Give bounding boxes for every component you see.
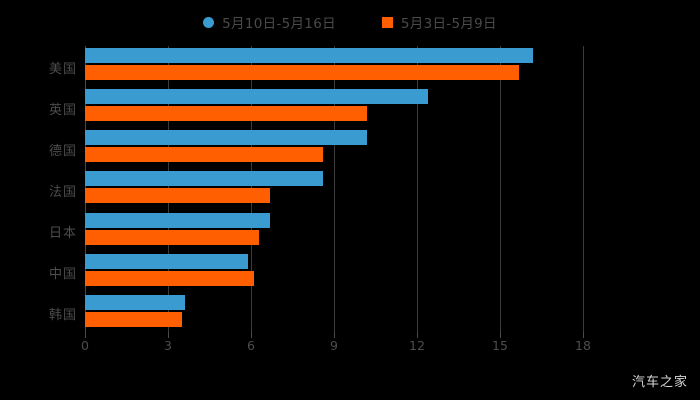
bar-series-a[interactable] — [85, 48, 534, 63]
legend-swatch-square-icon — [381, 16, 393, 28]
bar-row — [85, 211, 583, 252]
bar-row — [85, 252, 583, 293]
bar-row — [85, 87, 583, 128]
x-tick-6 — [251, 332, 252, 338]
bar-series-b[interactable] — [85, 229, 260, 245]
bar-row — [85, 46, 583, 87]
legend-label-series-a: 5月10日-5月16日 — [222, 16, 336, 32]
y-axis-labels: 美国英国德国法国日本中国韩国 — [0, 46, 77, 334]
legend-label-series-b: 5月3日-5月9日 — [400, 16, 497, 32]
x-tick-3 — [168, 332, 169, 338]
bar-row — [85, 293, 583, 334]
x-tick-label: 3 — [164, 338, 172, 353]
bar-series-a[interactable] — [85, 89, 429, 105]
bar-series-a[interactable] — [85, 253, 249, 269]
watermark: 汽车之家 — [631, 375, 688, 390]
x-tick-label: 15 — [492, 338, 508, 353]
bar-series-a[interactable] — [85, 212, 271, 228]
x-axis-labels: 0 3 6 9 12 15 18 — [0, 332, 700, 358]
x-tick-18 — [583, 332, 584, 338]
x-tick-9 — [334, 332, 335, 338]
x-tick-label: 12 — [409, 338, 425, 353]
y-tick-label: 法国 — [48, 185, 77, 200]
y-tick-label: 韩国 — [48, 308, 77, 324]
legend-item-series-b[interactable]: 5月3日-5月9日 — [381, 12, 497, 32]
bar-row — [85, 128, 583, 169]
bar-series-b[interactable] — [85, 65, 520, 80]
y-tick-label: 日本 — [48, 226, 77, 242]
gridline-18 — [583, 46, 584, 334]
x-tick-label: 0 — [81, 338, 89, 353]
bar-series-b[interactable] — [85, 270, 254, 286]
legend-swatch-circle-icon — [203, 16, 215, 28]
bar-series-a[interactable] — [85, 171, 323, 187]
bar-series-a[interactable] — [85, 294, 185, 310]
bar-rows — [85, 46, 583, 334]
x-tick-label: 18 — [575, 338, 591, 353]
y-tick-label: 德国 — [48, 143, 77, 159]
y-tick-label: 美国 — [48, 61, 77, 77]
bar-row — [85, 169, 583, 210]
y-tick-label: 中国 — [48, 267, 77, 283]
chart-legend: 5月10日-5月16日 5月3日-5月9日 — [0, 10, 700, 34]
x-tick-label: 6 — [247, 338, 255, 353]
x-tick-15 — [500, 332, 501, 338]
x-tick-0 — [85, 332, 86, 338]
y-tick-label: 英国 — [48, 102, 77, 118]
bar-series-b[interactable] — [85, 147, 323, 163]
x-tick-12 — [417, 332, 418, 338]
bar-series-b[interactable] — [85, 311, 182, 327]
x-tick-label: 9 — [330, 338, 338, 353]
plot-area — [85, 46, 584, 334]
bar-series-b[interactable] — [85, 188, 271, 204]
bar-series-b[interactable] — [85, 106, 368, 122]
gridline-15 — [500, 46, 501, 334]
gridline-9 — [334, 46, 335, 334]
bar-series-a[interactable] — [85, 130, 368, 146]
gridline-12 — [417, 46, 418, 334]
legend-item-series-a[interactable]: 5月10日-5月16日 — [203, 12, 336, 32]
